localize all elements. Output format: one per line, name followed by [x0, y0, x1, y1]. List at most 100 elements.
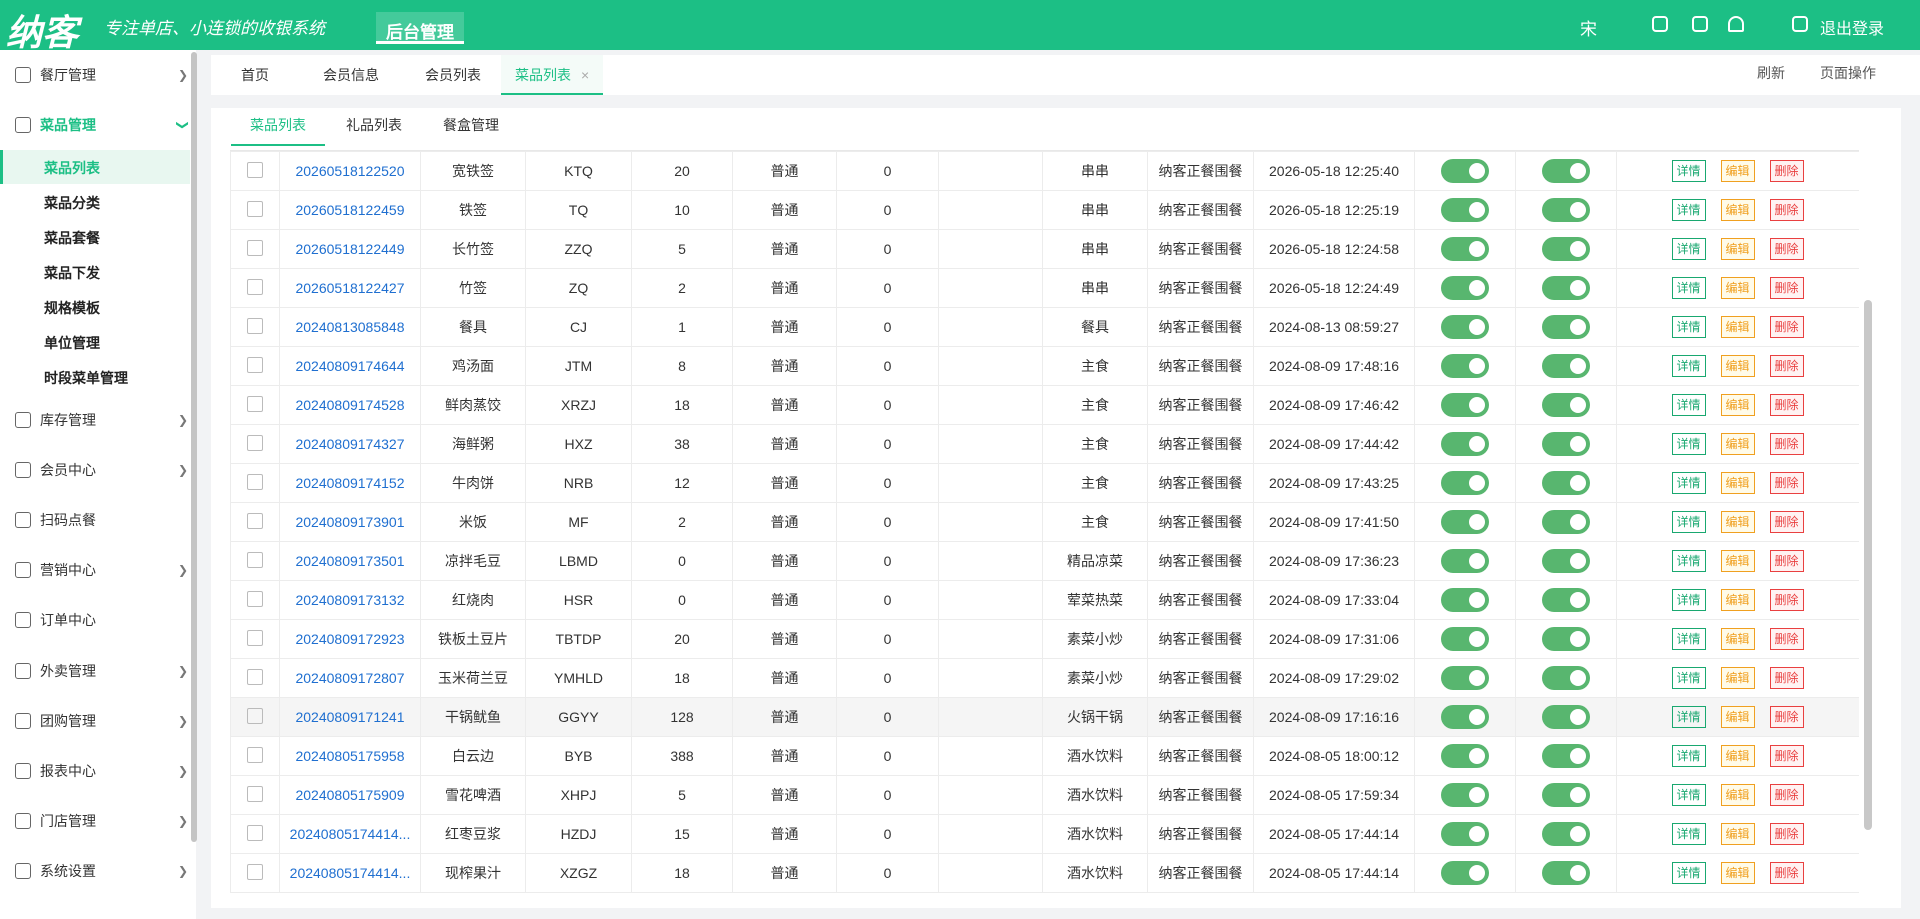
checkbox[interactable] — [247, 668, 263, 685]
tab-close[interactable]: × — [581, 67, 590, 83]
toggle[interactable] — [1441, 354, 1489, 378]
toggle[interactable] — [1542, 432, 1590, 456]
toggle[interactable] — [1542, 705, 1590, 729]
toggle[interactable] — [1441, 198, 1489, 222]
menu-item[interactable]: 扫码点餐 — [40, 512, 96, 529]
action-button[interactable]: 编辑 — [1720, 589, 1755, 611]
checkbox[interactable] — [247, 512, 263, 529]
action-button[interactable]: 详情 — [1671, 511, 1706, 533]
toggle[interactable] — [1441, 159, 1489, 183]
support-icon[interactable] — [1652, 16, 1668, 32]
submenu-item[interactable]: 菜品套餐 — [44, 230, 100, 246]
action-button[interactable]: 详情 — [1671, 823, 1706, 845]
toggle[interactable] — [1542, 666, 1590, 690]
action-button[interactable]: 删除 — [1769, 160, 1804, 182]
action-button[interactable]: 详情 — [1671, 550, 1706, 572]
action-button[interactable]: 详情 — [1671, 355, 1706, 377]
checkbox[interactable] — [247, 629, 263, 646]
cell[interactable]: 20240809173901 — [279, 502, 421, 542]
checkbox[interactable] — [247, 278, 263, 295]
action-button[interactable]: 编辑 — [1720, 238, 1755, 260]
toggle[interactable] — [1441, 432, 1489, 456]
cell[interactable]: 20260518122459 — [279, 190, 421, 230]
checkbox[interactable] — [247, 473, 263, 490]
tab-action[interactable]: 刷新 — [1757, 65, 1785, 81]
toggle[interactable] — [1441, 783, 1489, 807]
action-button[interactable]: 删除 — [1769, 238, 1804, 260]
submenu-item[interactable]: 规格模板 — [44, 300, 100, 316]
toggle[interactable] — [1542, 159, 1590, 183]
submenu-item[interactable]: 菜品分类 — [44, 195, 100, 211]
checkbox[interactable] — [247, 824, 263, 841]
action-button[interactable]: 编辑 — [1720, 550, 1755, 572]
action-button[interactable]: 详情 — [1671, 238, 1706, 260]
toggle[interactable] — [1441, 861, 1489, 885]
cell[interactable]: 20240805175909 — [279, 775, 421, 815]
action-button[interactable]: 删除 — [1769, 862, 1804, 884]
action-button[interactable]: 删除 — [1769, 589, 1804, 611]
toggle[interactable] — [1542, 198, 1590, 222]
submenu-item[interactable]: 菜品下发 — [44, 265, 100, 281]
action-button[interactable]: 编辑 — [1720, 667, 1755, 689]
cell[interactable]: 20240809174327 — [279, 424, 421, 464]
action-button[interactable]: 编辑 — [1720, 628, 1755, 650]
action-button[interactable]: 删除 — [1769, 511, 1804, 533]
menu-item[interactable]: 外卖管理 — [40, 662, 96, 679]
action-button[interactable]: 编辑 — [1720, 472, 1755, 494]
checkbox[interactable] — [247, 317, 263, 334]
action-button[interactable]: 删除 — [1769, 199, 1804, 221]
checkbox[interactable] — [247, 590, 263, 607]
menu-item[interactable]: 团购管理 — [40, 712, 96, 729]
submenu-item[interactable]: 单位管理 — [44, 335, 100, 351]
menu-item[interactable]: 餐厅管理 — [40, 67, 96, 83]
action-button[interactable]: 详情 — [1671, 667, 1706, 689]
checkbox[interactable] — [247, 785, 263, 802]
menu-item[interactable]: 门店管理 — [40, 812, 96, 829]
action-button[interactable]: 详情 — [1671, 316, 1706, 338]
action-button[interactable]: 删除 — [1769, 706, 1804, 728]
action-button[interactable]: 详情 — [1671, 394, 1706, 416]
logout-icon[interactable] — [1792, 16, 1808, 32]
tab[interactable]: 菜品列表 × — [501, 55, 604, 95]
lock-icon[interactable] — [1692, 16, 1708, 32]
cell[interactable]: 20260518122427 — [279, 268, 421, 308]
cell[interactable]: 20240809174644 — [279, 346, 421, 386]
action-button[interactable]: 详情 — [1671, 706, 1706, 728]
checkbox[interactable] — [247, 746, 263, 763]
action-button[interactable]: 编辑 — [1720, 511, 1755, 533]
checkbox[interactable] — [247, 707, 263, 724]
action-button[interactable]: 详情 — [1671, 433, 1706, 455]
action-button[interactable]: 编辑 — [1720, 706, 1755, 728]
toggle[interactable] — [1441, 705, 1489, 729]
action-button[interactable]: 删除 — [1769, 784, 1804, 806]
action-button[interactable]: 编辑 — [1720, 433, 1755, 455]
cell[interactable]: 20240809174528 — [279, 385, 421, 425]
cell[interactable]: 20240813085848 — [279, 307, 421, 347]
action-button[interactable]: 删除 — [1769, 316, 1804, 338]
action-button[interactable]: 删除 — [1769, 628, 1804, 650]
cell[interactable]: 20240809172923 — [279, 619, 421, 659]
action-button[interactable]: 编辑 — [1720, 355, 1755, 377]
toggle[interactable] — [1542, 744, 1590, 768]
checkbox[interactable] — [247, 395, 263, 412]
toggle[interactable] — [1542, 588, 1590, 612]
cell[interactable]: 20240809171241 — [279, 697, 421, 737]
inner-tab[interactable]: 餐盒管理 — [443, 117, 499, 133]
menu-item[interactable]: 营销中心 — [40, 562, 96, 579]
cell[interactable]: 20240805175958 — [279, 736, 421, 776]
toggle[interactable] — [1542, 861, 1590, 885]
menu-item[interactable]: 报表中心 — [40, 762, 96, 779]
toggle[interactable] — [1441, 315, 1489, 339]
tab[interactable]: 会员列表 — [411, 55, 495, 95]
toggle[interactable] — [1542, 783, 1590, 807]
checkbox[interactable] — [247, 161, 263, 178]
action-button[interactable]: 删除 — [1769, 823, 1804, 845]
toggle[interactable] — [1441, 471, 1489, 495]
toggle[interactable] — [1441, 744, 1489, 768]
action-button[interactable]: 编辑 — [1720, 745, 1755, 767]
tab-action[interactable]: 页面操作 — [1820, 65, 1876, 81]
menu-item[interactable]: 菜品管理 — [40, 117, 96, 133]
menu-item[interactable]: 订单中心 — [40, 612, 96, 629]
toggle[interactable] — [1441, 822, 1489, 846]
cell[interactable]: 20240809172807 — [279, 658, 421, 698]
